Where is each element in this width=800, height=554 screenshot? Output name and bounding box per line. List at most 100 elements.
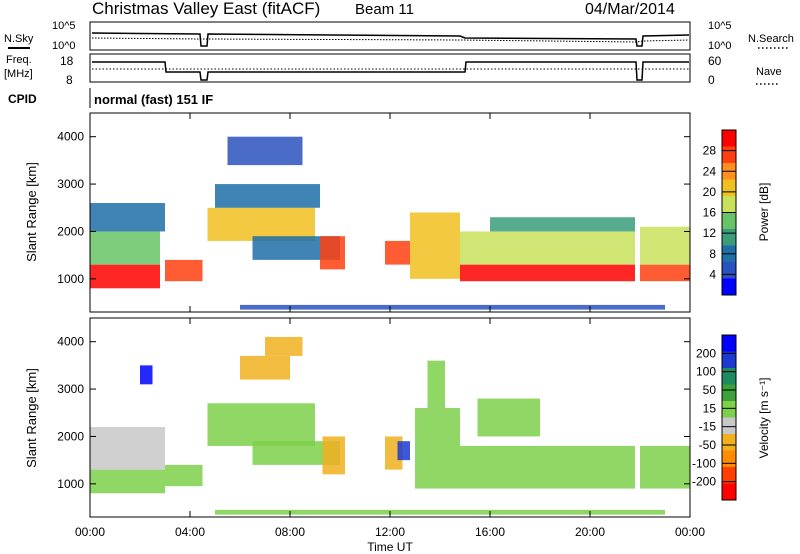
colorbar-tick-label: 28: [703, 144, 717, 158]
nave-tick-top: 60: [708, 54, 722, 68]
scatter-region: [385, 240, 410, 265]
colorbar-tick-label: -200: [692, 475, 716, 489]
colorbar-swatch: [722, 278, 736, 296]
scatter-region: [240, 304, 665, 310]
colorbar-swatch: [722, 401, 736, 418]
scatter-region: [165, 464, 203, 487]
power-plot-frame: [89, 112, 691, 313]
scatter-region: [207, 207, 315, 241]
colorbar-frame: [721, 334, 737, 501]
noise-search-label: N.Search: [748, 33, 794, 45]
power-ylabel: Slant Range [km]: [24, 162, 39, 262]
scatter-region: [140, 365, 153, 385]
scatter-region: [252, 441, 340, 465]
colorbar-swatch: [722, 384, 736, 402]
power-y-axis: 1000 2000 3000 4000: [57, 130, 690, 286]
freq-label: Freq.: [6, 54, 32, 66]
scatter-region: [322, 436, 345, 475]
y-tick-label: 2000: [57, 224, 84, 238]
scatter-region: [90, 426, 165, 470]
frequency-panel-frame: [89, 53, 691, 83]
colorbar-tick-label: 8: [709, 247, 716, 261]
noise-search-trace: [91, 37, 690, 43]
colorbar-swatch: [722, 368, 736, 385]
scatter-region: [477, 398, 540, 437]
freq-unit-label: [MHz]: [4, 68, 33, 80]
colorbar-tick-label: -100: [692, 456, 716, 470]
colorbar-tick-label: 200: [696, 346, 716, 360]
scatter-region: [252, 236, 340, 260]
scatter-region: [90, 264, 160, 289]
nave-tick-bottom: 0: [708, 73, 715, 87]
colorbar-swatch: [722, 483, 736, 501]
colorbar-tick-label: 50: [703, 383, 717, 397]
colorbar-swatch: [722, 450, 736, 468]
noise-right-tick-top: 10^5: [708, 20, 732, 32]
scatter-region: [240, 355, 290, 380]
colorbar-tick-label: -15: [699, 420, 717, 434]
scatter-region: [320, 236, 345, 270]
x-tick-label: 08:00: [275, 525, 305, 539]
colorbar-tick-label: 20: [703, 185, 717, 199]
y-tick-label: 2000: [57, 429, 84, 443]
x-tick-label: 16:00: [475, 525, 505, 539]
colorbar-tick-label: 15: [703, 401, 717, 415]
date-label: 04/Mar/2014: [585, 1, 675, 18]
velocity-panel: 1000 2000 3000 4000 Slant Range [km] 200 100…: [24, 317, 771, 518]
nave-label: Nave: [756, 66, 782, 78]
scatter-region: [90, 469, 165, 494]
scatter-region: [90, 231, 160, 265]
colorbar-swatch: [722, 467, 736, 484]
power-colorbar: 4 8 12 16 20 24 28: [703, 129, 737, 296]
colorbar-tick-label: -50: [699, 438, 717, 452]
noise-right-tick-bottom: 10^0: [708, 40, 732, 52]
colorbar-tick-label: 100: [696, 365, 716, 379]
colorbar-swatch: [722, 262, 736, 279]
scatter-region: [415, 408, 460, 489]
scatter-region: [460, 231, 635, 265]
colorbar-swatch: [722, 130, 736, 147]
scatter-region: [460, 264, 635, 282]
x-tick-label: 12:00: [375, 525, 405, 539]
velocity-ylabel: Slant Range [km]: [24, 368, 39, 468]
scatter-region: [640, 445, 690, 489]
power-colorbar-label: Power [dB]: [757, 183, 771, 242]
colorbar-swatch: [722, 335, 736, 352]
beam-label: Beam 11: [355, 1, 414, 18]
scatter-region: [215, 184, 320, 208]
power-data-layer: [90, 136, 690, 310]
scatter-region: [427, 360, 445, 409]
noise-left-tick-top: 10^5: [52, 20, 76, 32]
velocity-data-layer: [90, 336, 690, 515]
power-panel: 1000 2000 3000 4000 Slant Range [km] 4 8 12 16…: [24, 112, 771, 313]
x-tick-label: 20:00: [575, 525, 605, 539]
colorbar-swatch: [722, 212, 736, 230]
noise-sky-trace: [91, 32, 690, 47]
time-x-axis: 00:00 04:00 08:00 12:00 16:00 20:00 00:00: [75, 113, 705, 539]
colorbar-swatch: [722, 146, 736, 164]
noise-panel: N.Sky 10^5 10^0 10^5 10^0 N.Search: [4, 20, 794, 52]
colorbar-swatch: [722, 351, 736, 369]
freq-tick-bottom: 8: [66, 73, 73, 87]
velocity-colorbar-label: Velocity [m s⁻¹]: [757, 377, 771, 458]
scatter-region: [90, 203, 165, 232]
y-tick-label: 4000: [57, 335, 84, 349]
velocity-y-axis: 1000 2000 3000 4000: [57, 335, 690, 491]
scatter-region: [207, 403, 315, 446]
y-tick-label: 4000: [57, 130, 84, 144]
x-tick-label: 00:00: [675, 525, 705, 539]
colorbar-tick-label: 16: [703, 206, 717, 220]
cpid-value: normal (fast) 151 IF: [94, 92, 213, 107]
time-axis-label: Time UT: [367, 540, 413, 554]
colorbar-swatch: [722, 196, 736, 213]
scatter-region: [265, 336, 303, 356]
y-tick-label: 1000: [57, 477, 84, 491]
station-title: Christmas Valley East (fitACF): [92, 0, 320, 18]
colorbar-swatch: [722, 417, 736, 435]
y-tick-label: 1000: [57, 272, 84, 286]
scatter-region: [640, 226, 690, 265]
scatter-region: [215, 509, 665, 515]
scatter-region: [227, 136, 303, 166]
frequency-panel: Freq. [MHz] 18 8 60 0 Nave: [4, 53, 782, 87]
